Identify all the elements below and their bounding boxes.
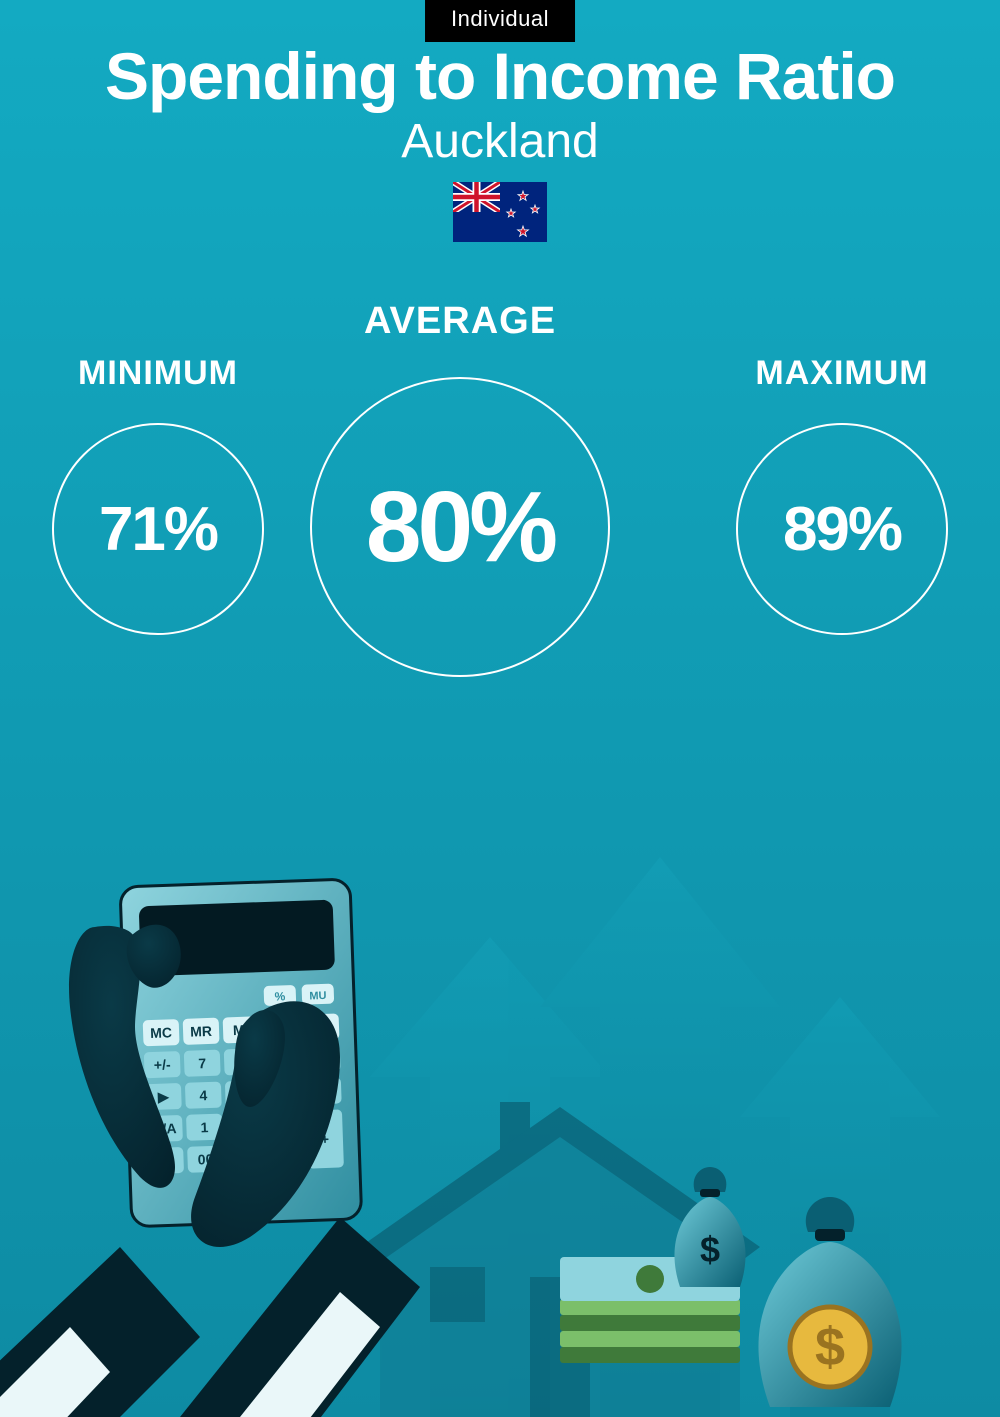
svg-text:7: 7 [198,1055,207,1071]
stat-average-value: 80% [366,470,554,585]
stat-maximum-circle: 89% [736,423,948,635]
svg-text:MC: MC [150,1024,172,1041]
stat-average: AVERAGE 80% [310,300,610,677]
svg-text:%: % [274,989,285,1003]
stat-minimum-circle: 71% [52,423,264,635]
svg-text:4: 4 [199,1087,208,1103]
svg-text:$: $ [700,1229,720,1270]
stat-maximum-value: 89% [783,494,901,565]
stat-maximum-label: MAXIMUM [734,354,950,393]
svg-text:MR: MR [190,1023,212,1040]
stat-maximum: MAXIMUM 89% [734,354,950,635]
stat-minimum: MINIMUM 71% [50,354,266,635]
hands-calculator-icon: % MU MC MR M- M+ ÷ +/- 7 8 9 × [0,879,420,1417]
page-subtitle: Auckland [0,114,1000,169]
svg-text:MU: MU [309,990,327,1003]
illustration-finance: $ $ % MU [0,817,1000,1417]
stat-average-label: AVERAGE [310,300,610,343]
flag-nz-icon [453,182,547,242]
stat-minimum-value: 71% [99,494,217,565]
svg-text:$: $ [815,1317,845,1377]
stats-row: MINIMUM 71% AVERAGE 80% MAXIMUM 89% [0,300,1000,700]
svg-text:+/-: +/- [154,1056,172,1073]
page-title: Spending to Income Ratio [0,38,1000,114]
svg-text:▶: ▶ [157,1088,171,1104]
infographic-canvas: Individual Spending to Income Ratio Auck… [0,0,1000,1417]
svg-text:1: 1 [200,1119,209,1135]
stat-minimum-label: MINIMUM [50,354,266,393]
category-badge-label: Individual [451,6,549,31]
stat-average-circle: 80% [310,377,610,677]
category-badge: Individual [425,0,575,42]
